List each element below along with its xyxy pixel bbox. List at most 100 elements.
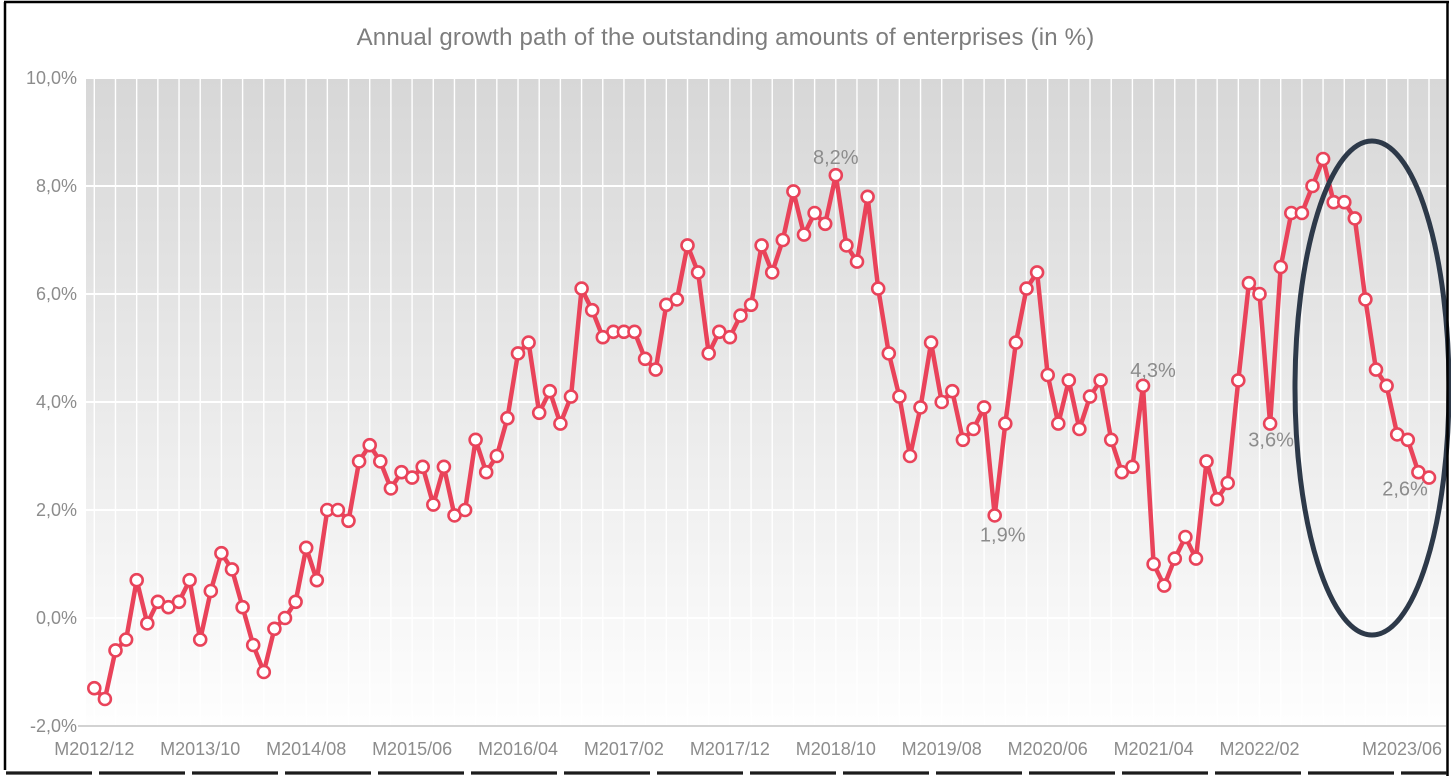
data-point bbox=[923, 335, 939, 350]
x-tick-label: M2013/10 bbox=[160, 739, 240, 759]
data-point bbox=[1093, 373, 1108, 388]
data-point bbox=[817, 216, 833, 232]
data-point bbox=[722, 329, 738, 345]
data-point bbox=[1358, 292, 1373, 307]
data-point bbox=[955, 432, 971, 448]
data-point bbox=[372, 454, 388, 469]
data-point bbox=[944, 383, 960, 399]
data-point bbox=[1051, 416, 1066, 431]
y-axis-tick-labels: 10,0% 8,0% 6,0% 4,0% 2,0% 0,0% -2,0% bbox=[26, 68, 77, 736]
data-point bbox=[309, 572, 325, 588]
x-tick-label: M2017/02 bbox=[584, 739, 664, 759]
data-markers bbox=[87, 151, 1437, 707]
point-value-label: 4,3% bbox=[1130, 360, 1176, 382]
x-axis-tick-labels: M2012/12 M2013/10 M2014/08 M2015/06 M2016/04… bbox=[54, 739, 1442, 759]
data-point bbox=[584, 302, 600, 318]
data-point bbox=[1008, 335, 1024, 350]
data-point bbox=[383, 481, 399, 496]
data-point bbox=[881, 346, 897, 361]
data-point bbox=[627, 324, 642, 340]
window-frame-border bbox=[3, 0, 1449, 776]
y-tick-label: 6,0% bbox=[36, 284, 77, 304]
data-point bbox=[690, 265, 706, 280]
data-point bbox=[1273, 259, 1288, 275]
data-point bbox=[1146, 556, 1161, 572]
data-point-labels: 8,2% 1,9% 4,3% 3,6% 2,6% bbox=[813, 147, 1428, 546]
data-point bbox=[203, 583, 219, 599]
data-point bbox=[934, 394, 950, 410]
data-point bbox=[1167, 551, 1183, 566]
data-point bbox=[733, 308, 748, 323]
data-point bbox=[330, 502, 346, 518]
data-point bbox=[182, 572, 197, 588]
point-value-label: 1,9% bbox=[980, 524, 1026, 546]
data-point bbox=[108, 643, 123, 658]
data-point bbox=[754, 238, 769, 253]
data-point bbox=[987, 508, 1003, 523]
data-point bbox=[97, 691, 113, 707]
x-tick-label: M2012/12 bbox=[54, 739, 134, 759]
data-point bbox=[892, 389, 907, 404]
data-point bbox=[510, 346, 526, 361]
data-point bbox=[563, 389, 579, 404]
x-tick-label: M2022/02 bbox=[1219, 739, 1299, 759]
data-point bbox=[129, 572, 144, 588]
x-tick-label: M2023/06 bbox=[1362, 739, 1442, 759]
data-point bbox=[913, 400, 928, 415]
data-point bbox=[235, 599, 250, 615]
data-point bbox=[224, 562, 240, 577]
point-value-label: 3,6% bbox=[1248, 430, 1294, 452]
data-point bbox=[839, 238, 854, 253]
data-point bbox=[870, 281, 886, 296]
data-point bbox=[1368, 362, 1384, 377]
data-point bbox=[500, 410, 515, 426]
data-point bbox=[574, 281, 589, 296]
data-point bbox=[860, 189, 875, 205]
data-point bbox=[828, 167, 844, 183]
data-point bbox=[1241, 275, 1257, 291]
data-point bbox=[1125, 459, 1140, 475]
data-point bbox=[256, 664, 272, 680]
gridlines bbox=[86, 79, 1446, 726]
x-tick-label: M2015/06 bbox=[372, 739, 452, 759]
data-point bbox=[786, 184, 801, 199]
data-point bbox=[1315, 151, 1331, 167]
chart-title: Annual growth path of the outstanding am… bbox=[356, 24, 1095, 51]
data-point bbox=[997, 416, 1013, 431]
data-point bbox=[298, 540, 314, 556]
data-point bbox=[796, 227, 812, 242]
x-tick-label: M2017/12 bbox=[690, 739, 770, 759]
x-tick-label: M2020/06 bbox=[1008, 739, 1088, 759]
y-tick-label: 2,0% bbox=[36, 500, 77, 520]
data-point bbox=[171, 594, 187, 610]
data-point bbox=[1040, 367, 1055, 383]
data-point bbox=[1156, 578, 1172, 593]
data-point bbox=[701, 346, 717, 361]
data-point bbox=[775, 232, 791, 248]
data-point bbox=[1178, 529, 1193, 545]
data-point bbox=[118, 632, 134, 647]
data-point bbox=[1220, 475, 1235, 491]
data-point bbox=[478, 464, 494, 480]
x-tick-label: M2016/04 bbox=[478, 739, 558, 759]
emphasis-ellipse bbox=[1292, 138, 1451, 638]
data-point bbox=[362, 437, 378, 453]
data-point bbox=[214, 545, 229, 561]
data-point bbox=[1337, 194, 1352, 210]
data-point bbox=[1252, 286, 1267, 302]
y-tick-label: 8,0% bbox=[36, 176, 77, 196]
data-point bbox=[1082, 389, 1098, 404]
data-point bbox=[1029, 265, 1045, 280]
data-point bbox=[637, 351, 653, 367]
data-point bbox=[1135, 378, 1151, 394]
data-point bbox=[849, 254, 865, 269]
data-point bbox=[542, 383, 558, 399]
data-point bbox=[1103, 432, 1119, 448]
data-point bbox=[457, 502, 473, 518]
x-tick-label: M2018/10 bbox=[796, 739, 876, 759]
data-point bbox=[140, 616, 155, 631]
data-point bbox=[902, 448, 918, 464]
data-point bbox=[521, 335, 536, 350]
data-point bbox=[1262, 416, 1278, 431]
point-value-label: 2,6% bbox=[1382, 479, 1428, 501]
